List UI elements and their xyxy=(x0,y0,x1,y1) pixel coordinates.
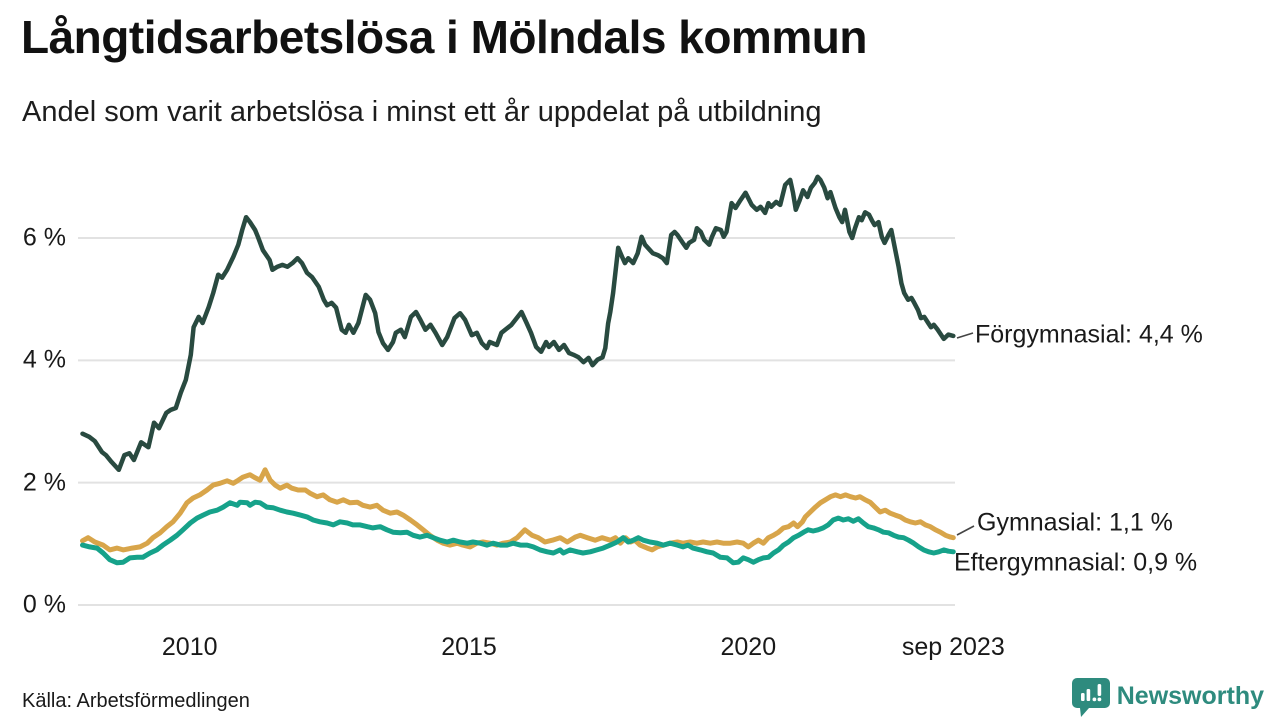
y-tick-label: 6 % xyxy=(22,223,66,252)
label-connector-gymnasial xyxy=(956,525,975,536)
x-tick-label: 2020 xyxy=(720,633,777,661)
label-connector-forgymnasial xyxy=(956,332,974,339)
source-note: Källa: Arbetsförmedlingen xyxy=(22,690,250,712)
series-line-eftergymnasial xyxy=(80,499,956,566)
x-tick-label: 2010 xyxy=(161,633,218,661)
newsworthy-logo[interactable]: Newsworthy xyxy=(1071,676,1264,717)
series-end-label-forgymnasial: Förgymnasial: 4,4 % xyxy=(975,320,1203,349)
y-tick-label: 2 % xyxy=(22,468,66,497)
series-line-forgymnasial xyxy=(80,174,956,473)
gridlines xyxy=(78,236,955,606)
series-line-gymnasial xyxy=(80,467,956,553)
newsworthy-wordmark: Newsworthy xyxy=(1116,682,1264,710)
y-tick-label: 4 % xyxy=(22,345,66,374)
series-end-label-gymnasial: Gymnasial: 1,1 % xyxy=(977,508,1173,537)
x-tick-label: 2015 xyxy=(441,633,497,661)
page-title: Långtidsarbetslösa i Mölndals kommun xyxy=(21,11,867,63)
newsworthy-icon xyxy=(1071,676,1110,717)
y-tick-label: 0 % xyxy=(22,590,66,619)
x-tick-label: sep 2023 xyxy=(901,633,1005,661)
page-subtitle: Andel som varit arbetslösa i minst ett å… xyxy=(22,96,822,128)
series-end-label-eftergymnasial: Eftergymnasial: 0,9 % xyxy=(954,548,1198,577)
